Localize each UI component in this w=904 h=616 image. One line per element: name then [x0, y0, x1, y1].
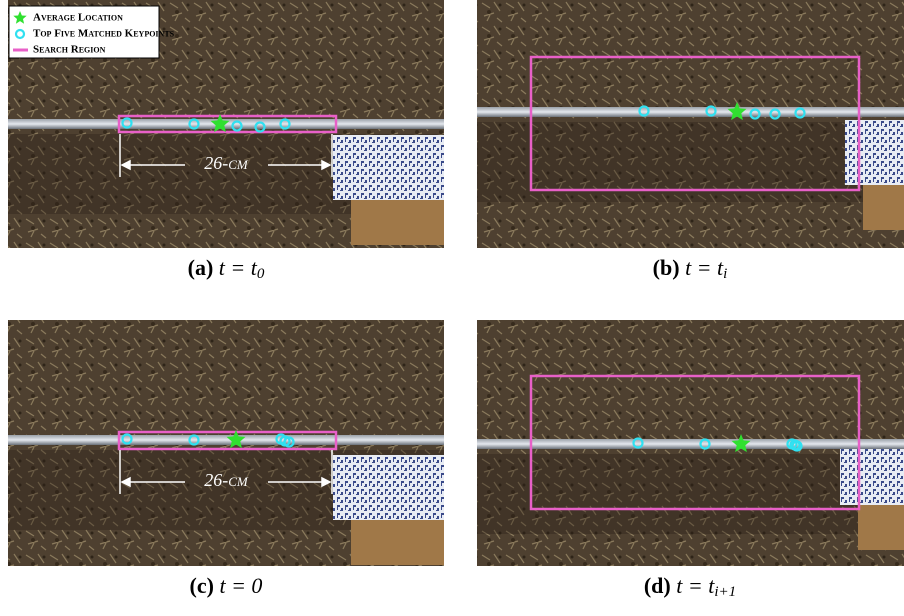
target-pad [840, 440, 904, 505]
legend-label: Top Five Matched Keypoints [33, 28, 175, 40]
caption-eq: t = t [219, 255, 258, 280]
figure: 26-cm(a) t = t0(b) t = ti26-cm(c) t = 0(… [0, 0, 904, 611]
cable [8, 119, 444, 129]
caption: (a) t = t0 [188, 255, 265, 282]
legend-label: Average Location [33, 12, 123, 24]
photo-panel [477, 0, 904, 248]
photo: 26-cm [8, 320, 461, 566]
wood [351, 520, 461, 565]
wood [351, 200, 461, 245]
caption-label: (c) [190, 573, 220, 598]
caption-label: (b) [653, 255, 685, 280]
measurement-label: 26-cm [204, 470, 249, 490]
caption-eq: t = t [685, 255, 724, 280]
caption-sub: i+1 [714, 584, 736, 600]
cable [477, 107, 904, 117]
caption-sub: 0 [257, 266, 265, 282]
wood [863, 185, 904, 230]
shade [477, 454, 904, 534]
caption-label: (d) [644, 573, 676, 598]
cable [8, 435, 444, 445]
caption: (c) t = 0 [190, 573, 263, 598]
caption: (d) t = ti+1 [644, 573, 736, 600]
legend-label: Search Region [33, 44, 106, 56]
caption-eq: t = t [676, 573, 715, 598]
target-pad [845, 120, 904, 185]
wood [858, 505, 904, 550]
photo-panel [477, 320, 904, 566]
measurement-label: 26-cm [204, 153, 249, 173]
caption: (b) t = ti [653, 255, 728, 282]
target-pad [333, 135, 453, 200]
caption-label: (a) [188, 255, 219, 280]
cable [477, 439, 904, 449]
caption-eq: t = 0 [219, 573, 262, 598]
photo-panel: 26-cm [8, 320, 461, 566]
target-pad [333, 455, 453, 520]
caption-sub: i [723, 266, 727, 282]
photo [477, 0, 904, 248]
photo [477, 320, 904, 566]
